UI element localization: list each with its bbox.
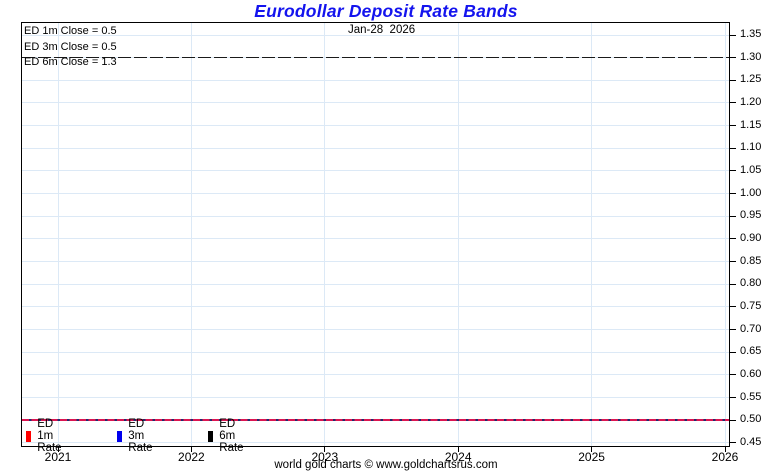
close-label: ED 1m Close = 0.5: [24, 25, 117, 37]
h-gridline: [22, 102, 729, 104]
y-axis-tick-label: 0.95: [740, 209, 762, 222]
legend-label: ED 6m Rate: [219, 418, 244, 454]
h-gridline: [22, 170, 729, 172]
h-gridline: [22, 374, 729, 376]
y-axis-tick: [730, 102, 736, 104]
y-axis-tick: [730, 57, 736, 59]
h-gridline: [22, 238, 729, 240]
y-axis-tick-label: 1.25: [740, 73, 762, 86]
y-axis-tick: [730, 329, 736, 331]
h-gridline: [22, 442, 729, 444]
h-gridline: [22, 306, 729, 308]
y-axis-tick: [730, 283, 736, 285]
h-gridline: [22, 79, 729, 81]
y-axis-tick-label: 0.75: [740, 299, 762, 312]
y-axis-tick-label: 1.05: [740, 163, 762, 176]
y-axis-tick: [730, 419, 736, 421]
h-gridline: [22, 329, 729, 331]
legend-label: ED 1m Rate: [37, 418, 62, 454]
v-gridline: [724, 23, 726, 446]
y-axis-tick: [730, 79, 736, 81]
x-axis-tick: [724, 447, 726, 452]
x-axis-tick: [457, 447, 459, 452]
h-gridline: [22, 283, 729, 285]
y-axis-tick-label: 1.15: [740, 118, 762, 131]
x-axis-tick-label: 2021: [44, 450, 72, 464]
y-axis-tick-label: 0.60: [740, 367, 762, 380]
legend-swatch-icon: [208, 430, 214, 442]
v-gridline: [324, 23, 326, 446]
y-axis-tick-label: 1.20: [740, 95, 762, 108]
y-axis-tick: [730, 170, 736, 172]
close-value-annotations: ED 1m Close = 0.5 ED 3m Close = 0.5 ED 6m …: [24, 24, 117, 71]
y-axis-tick-label: 0.45: [740, 435, 762, 448]
v-gridline: [57, 23, 59, 446]
h-gridline: [22, 125, 729, 127]
legend-item-ed-1m-rate: ED 1m Rate: [26, 418, 67, 454]
legend-item-ed-6m-rate: ED 6m Rate: [208, 418, 249, 454]
x-axis-tick: [591, 447, 593, 452]
h-gridline: [22, 261, 729, 263]
x-axis-tick: [324, 447, 326, 452]
v-gridline: [190, 23, 192, 446]
x-axis-tick-label: 2025: [578, 450, 605, 464]
chart-title: Eurodollar Deposit Rate Bands: [254, 1, 518, 21]
plot-area: [21, 22, 730, 447]
y-axis-tick: [730, 34, 736, 36]
h-gridline: [22, 397, 729, 399]
y-axis-tick: [730, 215, 736, 217]
h-gridline: [22, 193, 729, 195]
y-axis-tick: [730, 374, 736, 376]
h-gridline: [22, 147, 729, 149]
y-axis-tick: [730, 147, 736, 149]
y-axis-tick: [730, 442, 736, 444]
y-axis-tick: [730, 193, 736, 195]
v-gridline: [591, 23, 593, 446]
h-gridline: [22, 34, 729, 36]
h-gridline: [22, 215, 729, 217]
y-axis-tick: [730, 306, 736, 308]
y-axis-tick-label: 1.30: [740, 50, 762, 63]
close-label: ED 6m Close = 1.3: [24, 56, 117, 69]
h-gridline: [22, 351, 729, 353]
y-axis-tick-label: 1.10: [740, 141, 762, 154]
x-axis-tick-label: 2024: [444, 450, 472, 464]
y-axis-tick-label: 1.00: [740, 186, 762, 199]
x-axis-tick-label: 2026: [711, 450, 739, 464]
date-annotation: Jan-28 2026: [348, 24, 416, 36]
y-axis-tick-label: 0.70: [740, 322, 762, 335]
y-axis-tick-label: 1.35: [740, 28, 762, 40]
legend-label: ED 3m Rate: [128, 418, 153, 454]
legend-swatch-icon: [26, 430, 32, 442]
y-axis-tick-label: 0.85: [740, 254, 762, 267]
legend-swatch-icon: [117, 430, 123, 442]
y-axis-tick-label: 0.50: [740, 413, 762, 426]
x-axis-tick: [190, 447, 192, 452]
y-axis-tick: [730, 397, 736, 399]
y-axis-tick-label: 0.65: [740, 345, 762, 358]
y-axis-tick: [730, 351, 736, 353]
x-axis-tick-label: 2022: [178, 450, 205, 464]
x-axis-tick: [57, 447, 59, 452]
y-axis-tick-label: 0.80: [740, 277, 762, 290]
x-axis-tick-label: 2023: [311, 450, 339, 464]
series-line-ed-6m-rate: [22, 56, 729, 59]
y-axis-tick-label: 0.55: [740, 390, 762, 403]
y-axis-tick: [730, 261, 736, 263]
v-gridline: [457, 23, 459, 446]
y-axis-tick: [730, 125, 736, 127]
y-axis-tick: [730, 238, 736, 240]
legend-item-ed-3m-rate: ED 3m Rate: [117, 418, 158, 454]
close-label: ED 3m Close = 0.5: [24, 40, 117, 53]
footer-credit: world gold charts © www.goldchartsrus.co…: [274, 459, 498, 471]
series-line-ed-3m-rate: [22, 419, 729, 422]
y-axis-tick-label: 0.90: [740, 231, 762, 244]
